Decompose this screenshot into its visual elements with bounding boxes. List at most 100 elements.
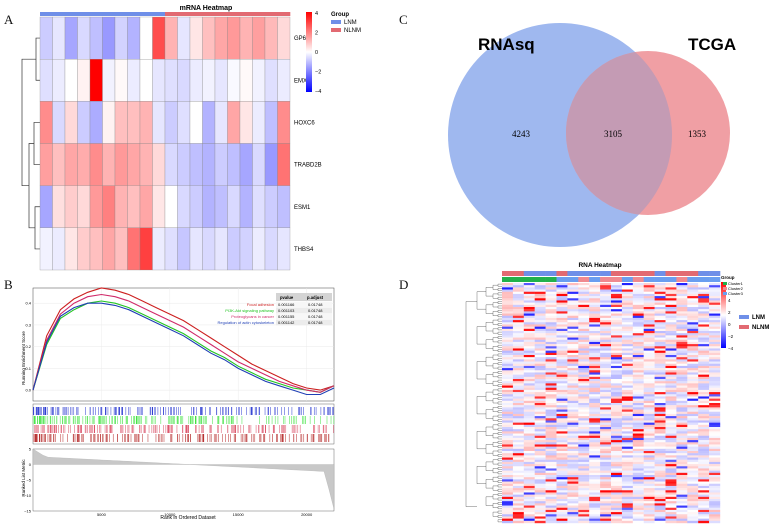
heatmap-cell xyxy=(534,431,546,434)
heatmap-cell xyxy=(523,309,535,312)
heatmap-cell xyxy=(621,403,633,406)
heatmap-cell xyxy=(654,448,666,452)
heatmap-cell xyxy=(676,475,688,478)
heatmap-cell xyxy=(643,499,655,502)
heatmap-cell xyxy=(502,368,514,371)
heatmap-cell xyxy=(567,407,579,410)
heatmap-cell xyxy=(632,451,644,454)
heatmap-cell xyxy=(621,287,633,290)
heatmap-cell xyxy=(127,16,141,60)
heatmap-cell xyxy=(600,381,612,384)
y2-tick-label: −5 xyxy=(26,478,31,483)
heatmap-cell xyxy=(611,374,623,378)
heatmap-cell xyxy=(502,289,514,292)
heatmap-cell xyxy=(556,477,568,480)
heatmap-cell xyxy=(643,309,655,312)
heatmap-cell xyxy=(578,368,590,371)
heatmap-cell xyxy=(709,455,721,458)
heatmap-cell xyxy=(632,483,644,487)
heatmap-cell xyxy=(698,300,710,303)
color-scale-bar xyxy=(306,12,312,92)
heatmap-cell xyxy=(589,485,601,489)
dendrogram-branch xyxy=(492,511,498,517)
heatmap-cell xyxy=(632,317,644,321)
heatmap-cell xyxy=(665,435,677,439)
heatmap-cell xyxy=(556,346,568,349)
heatmap-cell xyxy=(611,494,623,498)
dendrogram-branch xyxy=(492,337,498,343)
heatmap-cell xyxy=(709,479,721,482)
heatmap-cell xyxy=(523,372,535,375)
heatmap-cell xyxy=(600,453,612,456)
heatmap-cell xyxy=(643,501,655,504)
heatmap-cell xyxy=(676,322,688,325)
heatmap-cell xyxy=(512,392,524,395)
heatmap-cell xyxy=(600,309,612,312)
heatmap-cell xyxy=(523,444,535,447)
heatmap-cell xyxy=(534,427,546,430)
cluster-annotation-cell xyxy=(556,277,568,282)
heatmap-cell xyxy=(665,499,677,502)
heatmap-cell xyxy=(589,333,601,336)
heatmap-cell xyxy=(567,313,579,316)
heatmap-cell xyxy=(621,477,633,480)
heatmap-cell xyxy=(523,472,535,476)
heatmap-cell xyxy=(643,405,655,408)
heatmap-cell xyxy=(676,431,688,434)
heatmap-cell xyxy=(687,490,699,493)
heatmap-cell xyxy=(709,468,721,471)
heatmap-cell xyxy=(698,446,710,450)
heatmap-cell xyxy=(611,296,623,299)
heatmap-cell xyxy=(709,331,721,334)
heatmap-cell xyxy=(502,470,514,474)
heatmap-cell xyxy=(621,503,633,506)
heatmap-cell xyxy=(512,331,524,334)
heatmap-cell xyxy=(654,422,666,426)
heatmap-cell xyxy=(621,291,633,295)
heatmap-cell xyxy=(676,313,688,316)
heatmap-cell xyxy=(534,413,546,417)
heatmap-cell xyxy=(632,464,644,467)
heatmap-cell xyxy=(578,287,590,290)
heatmap-cell xyxy=(502,370,514,373)
heatmap-cell xyxy=(52,59,66,102)
heatmap-cell xyxy=(589,335,601,338)
heatmap-cell xyxy=(556,359,568,362)
x-tick-label: 10000 xyxy=(164,512,176,517)
heatmap-cell xyxy=(709,350,721,354)
heatmap-cell xyxy=(523,435,535,439)
heatmap-cell xyxy=(578,451,590,454)
heatmap-cell xyxy=(589,291,601,295)
heatmap-cell xyxy=(643,477,655,480)
heatmap-cell xyxy=(556,490,568,493)
heatmap-cell xyxy=(632,370,644,373)
heatmap-cell xyxy=(502,372,514,375)
heatmap-cell xyxy=(523,488,535,491)
heatmap-cell xyxy=(709,485,721,489)
heatmap-cell xyxy=(698,496,710,500)
heatmap-cell xyxy=(502,376,514,380)
heatmap-cell xyxy=(611,326,623,330)
group-annotation-cell xyxy=(115,12,128,16)
group-annotation-cell xyxy=(676,271,688,276)
dendrogram-branch xyxy=(497,445,502,448)
heatmap-cell xyxy=(621,337,633,340)
heatmap-cell xyxy=(654,313,666,316)
heatmap-cell xyxy=(632,461,644,465)
group-annotation-cell xyxy=(265,12,278,16)
heatmap-cell xyxy=(676,411,688,415)
scale-tick: 0 xyxy=(315,50,318,56)
heatmap-cell xyxy=(556,457,568,460)
heatmap-cell xyxy=(567,372,579,375)
heatmap-cell xyxy=(600,451,612,454)
heatmap-cell xyxy=(534,501,546,504)
heatmap-cell xyxy=(567,381,579,384)
heatmap-cell xyxy=(502,448,514,452)
heatmap-cell xyxy=(600,503,612,506)
heatmap-cell xyxy=(556,501,568,504)
heatmap-cell xyxy=(665,304,677,308)
heatmap-cell xyxy=(77,16,91,60)
heatmap-cell xyxy=(643,361,655,364)
heatmap-cell xyxy=(698,516,710,519)
heatmap-cell xyxy=(665,348,677,351)
